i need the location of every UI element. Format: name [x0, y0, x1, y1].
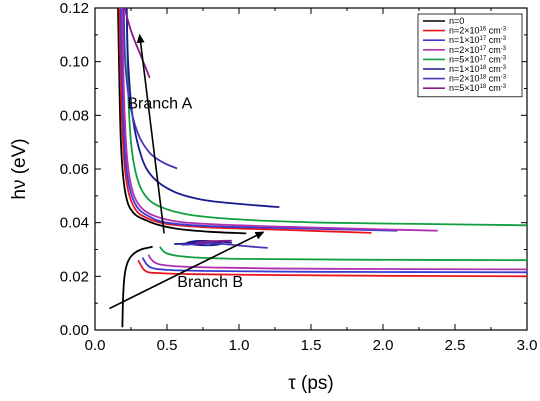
legend-entry-unit-exponent: -3	[501, 65, 507, 71]
branch-arrow-0	[136, 33, 165, 234]
series-5-upper-branch	[125, 8, 280, 208]
y-tick-label: 0.06	[60, 161, 89, 178]
legend-entry-base: n=2×10	[449, 74, 480, 84]
y-axis-label: hν (eV)	[9, 138, 30, 199]
legend-entry: n=2×1018 cm-3	[449, 74, 507, 84]
y-tick-label: 0.12	[60, 0, 89, 17]
series-5-lower-branch	[174, 239, 232, 247]
axis-ticks: 0.0 0.5 1.0 1.5 2.0 2.5 3.0 0.00 0.02 0.04 0.06 0.0…	[60, 0, 538, 354]
legend-entry-unit: cm	[486, 54, 501, 64]
legend-entry-unit-exponent: -3	[501, 27, 507, 33]
x-tick-label: 2.0	[373, 337, 394, 354]
legend-entry-unit: cm	[486, 26, 501, 36]
legend-entry-unit: cm	[486, 64, 501, 74]
series-0-upper-branch	[117, 8, 247, 235]
legend-entry-base: n=1×10	[449, 35, 480, 45]
branch-arrow-1	[109, 231, 265, 310]
series-lines	[117, 8, 527, 328]
branch-arrows	[109, 33, 265, 310]
legend-entry: n=1×1017 cm-3	[449, 35, 507, 45]
legend-entry-base: n=5×10	[449, 83, 480, 93]
series-7-lower-branch	[195, 239, 232, 244]
y-tick-label: 0.00	[60, 322, 89, 339]
y-tick-label: 0.04	[60, 215, 89, 232]
x-tick-label: 1.5	[301, 337, 322, 354]
y-tick-label: 0.02	[60, 268, 89, 285]
x-axis-label: τ (ps)	[288, 373, 334, 394]
series-6-upper-branch	[122, 8, 178, 170]
legend-entry-unit-exponent: -3	[501, 75, 507, 81]
y-tick-label: 0.08	[60, 107, 89, 124]
legend-entry-unit: cm	[486, 83, 501, 93]
legend-entry-base: n=0	[449, 16, 464, 26]
series-1-upper-branch	[118, 8, 372, 234]
legend-entry-unit-exponent: -3	[501, 36, 507, 42]
legend-entry-unit-exponent: -3	[501, 55, 507, 61]
legend-box	[417, 13, 523, 98]
legend-entry: n=0	[449, 16, 464, 26]
legend-entry-base: n=1×10	[449, 64, 480, 74]
legend-entry-unit-exponent: -3	[501, 84, 507, 90]
legend-entry-exponent: 17	[480, 46, 487, 52]
series-3-lower-branch	[147, 254, 527, 271]
legend-entry-base: n=5×10	[449, 54, 480, 64]
series-1-lower-branch	[137, 259, 527, 278]
legend-entry: n=5×1018 cm-3	[449, 83, 507, 93]
legend-entry-exponent: 17	[480, 55, 487, 61]
legend-entry-exponent: 17	[480, 36, 487, 42]
series-2-lower-branch	[141, 257, 527, 274]
legend-entry-exponent: 18	[480, 65, 487, 71]
y-tick-label: 0.10	[60, 54, 89, 71]
x-tick-label: 1.0	[229, 337, 250, 354]
x-tick-label: 0.0	[85, 337, 106, 354]
series-2-upper-branch	[120, 8, 398, 232]
x-tick-label: 3.0	[517, 337, 538, 354]
legend-entry-unit-exponent: -3	[501, 46, 507, 52]
legend-entry-unit: cm	[486, 45, 501, 55]
legend-entry: n=1×1018 cm-3	[449, 64, 507, 74]
x-tick-label: 0.5	[157, 337, 178, 354]
annotation-1: Branch B	[177, 274, 243, 291]
legend-entry-base: n=2×10	[449, 26, 480, 36]
x-tick-label: 2.5	[445, 337, 466, 354]
legend-entry: n=2×1017 cm-3	[449, 45, 507, 55]
legend-entry-base: n=2×10	[449, 45, 480, 55]
annotations: Branch A Branch B	[127, 96, 243, 291]
series-4-lower-branch	[159, 246, 527, 262]
series-4-upper-branch	[125, 8, 527, 227]
legend: n=0n=2×1016 cm-3n=1×1017 cm-3n=2×1017 cm…	[417, 13, 523, 98]
annotation-0: Branch A	[127, 96, 192, 113]
legend-entry: n=2×1016 cm-3	[449, 26, 507, 36]
legend-entry-exponent: 18	[480, 84, 487, 90]
series-3-upper-branch	[121, 8, 438, 232]
legend-entry-unit: cm	[486, 74, 501, 84]
legend-entry-unit: cm	[486, 35, 501, 45]
series-6-lower-branch	[181, 242, 268, 249]
series-0-lower-branch	[121, 245, 153, 328]
legend-entry: n=5×1017 cm-3	[449, 54, 507, 64]
legend-entry-exponent: 18	[480, 75, 487, 81]
legend-entry-exponent: 16	[480, 27, 487, 33]
